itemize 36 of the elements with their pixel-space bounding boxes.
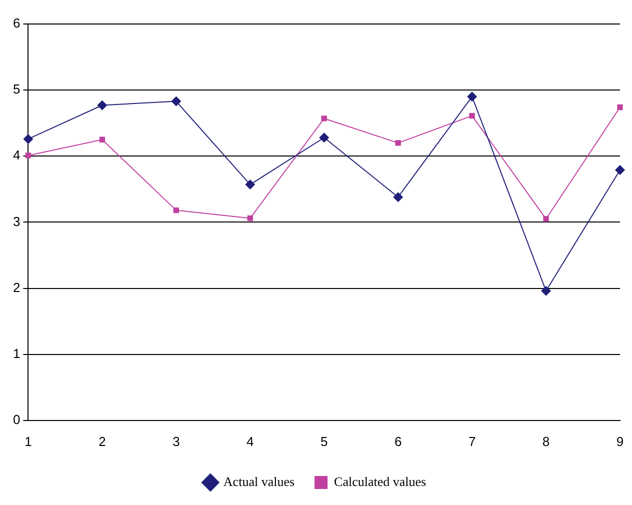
- point: [99, 136, 106, 142]
- point: [617, 104, 623, 110]
- x-tick-label: 4: [246, 434, 254, 449]
- y-tick-label: 2: [12, 280, 20, 295]
- legend-label: Calculated values: [334, 474, 426, 489]
- point: [469, 113, 475, 119]
- x-tick-label: 3: [172, 434, 180, 449]
- point: [467, 92, 478, 102]
- x-tick-label: 6: [394, 434, 402, 449]
- point: [25, 152, 32, 158]
- point: [173, 207, 179, 214]
- legend-label: Actual values: [223, 474, 295, 489]
- y-tick-label: 1: [12, 346, 20, 361]
- x-tick-label: 5: [320, 434, 328, 449]
- y-tick-label: 3: [12, 214, 20, 229]
- point: [245, 180, 256, 190]
- y-tick-label: 4: [12, 148, 20, 163]
- x-tick-label: 9: [616, 434, 624, 449]
- point: [395, 140, 401, 146]
- point: [615, 165, 625, 176]
- x-tick-label: 2: [98, 434, 106, 449]
- point: [97, 100, 108, 110]
- point: [319, 132, 330, 143]
- y-tick-label: 5: [12, 82, 20, 97]
- point: [393, 192, 404, 202]
- point: [321, 116, 327, 122]
- point: [247, 215, 253, 222]
- x-tick-label: 8: [542, 434, 550, 449]
- y-tick-label: 0: [12, 412, 20, 427]
- x-tick-label: 1: [24, 434, 32, 449]
- point: [23, 134, 34, 144]
- point: [543, 216, 549, 222]
- x-tick-label: 7: [468, 434, 476, 449]
- y-tick-label: 6: [12, 16, 20, 31]
- point: [171, 96, 182, 106]
- point: [541, 286, 552, 296]
